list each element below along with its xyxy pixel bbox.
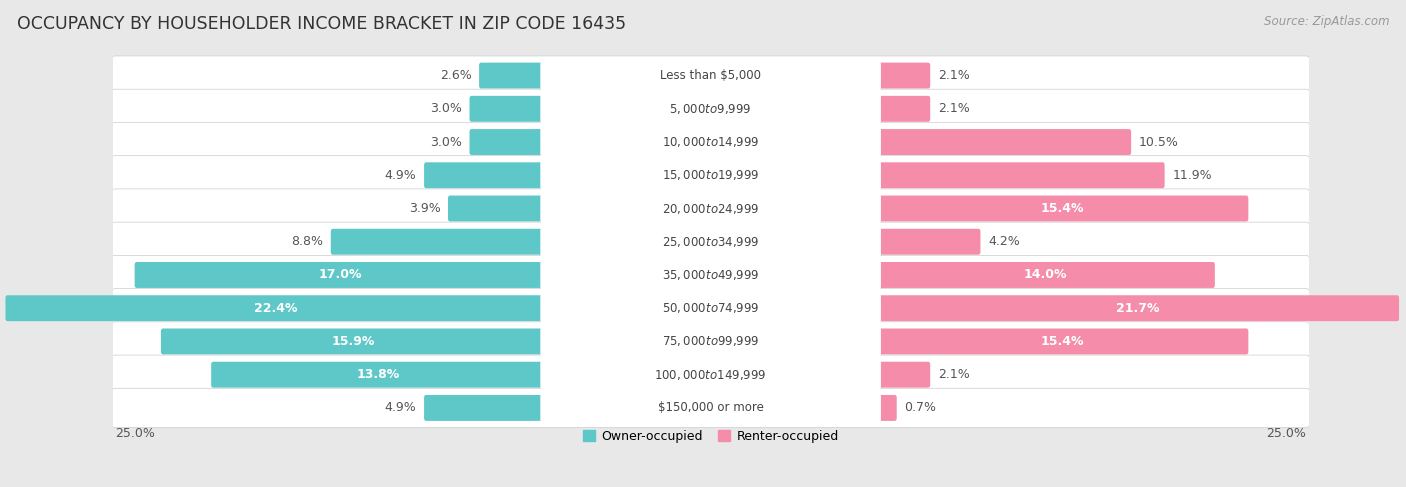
FancyBboxPatch shape [330,229,546,255]
Text: 15.4%: 15.4% [1040,202,1084,215]
Text: 3.0%: 3.0% [430,102,461,115]
Text: 2.1%: 2.1% [938,368,970,381]
FancyBboxPatch shape [540,127,882,157]
FancyBboxPatch shape [111,388,1310,428]
Text: $10,000 to $14,999: $10,000 to $14,999 [662,135,759,149]
Text: $20,000 to $24,999: $20,000 to $24,999 [662,202,759,216]
FancyBboxPatch shape [540,193,882,224]
FancyBboxPatch shape [111,322,1310,361]
FancyBboxPatch shape [540,359,882,390]
Text: 25.0%: 25.0% [1267,427,1306,440]
FancyBboxPatch shape [160,329,546,355]
FancyBboxPatch shape [540,226,882,257]
FancyBboxPatch shape [876,96,931,122]
Text: 11.9%: 11.9% [1173,169,1212,182]
FancyBboxPatch shape [540,160,882,190]
Text: $150,000 or more: $150,000 or more [658,401,763,414]
Text: 22.4%: 22.4% [253,302,297,315]
Text: $35,000 to $49,999: $35,000 to $49,999 [662,268,759,282]
Text: 4.2%: 4.2% [988,235,1019,248]
FancyBboxPatch shape [876,262,1215,288]
FancyBboxPatch shape [876,162,1164,188]
FancyBboxPatch shape [876,362,931,388]
FancyBboxPatch shape [111,156,1310,195]
Text: $15,000 to $19,999: $15,000 to $19,999 [662,169,759,182]
Text: 21.7%: 21.7% [1116,302,1160,315]
Text: 3.9%: 3.9% [409,202,440,215]
Text: 25.0%: 25.0% [115,427,155,440]
Text: 15.4%: 15.4% [1040,335,1084,348]
Legend: Owner-occupied, Renter-occupied: Owner-occupied, Renter-occupied [578,425,844,448]
FancyBboxPatch shape [111,189,1310,228]
Text: 17.0%: 17.0% [318,268,361,281]
FancyBboxPatch shape [135,262,546,288]
Text: 2.1%: 2.1% [938,102,970,115]
Text: 15.9%: 15.9% [332,335,375,348]
Text: 0.7%: 0.7% [904,401,936,414]
FancyBboxPatch shape [111,222,1310,262]
FancyBboxPatch shape [6,295,546,321]
FancyBboxPatch shape [540,94,882,124]
FancyBboxPatch shape [540,260,882,290]
FancyBboxPatch shape [111,122,1310,162]
Text: 2.1%: 2.1% [938,69,970,82]
FancyBboxPatch shape [111,89,1310,129]
Text: 10.5%: 10.5% [1139,135,1178,149]
Text: 4.9%: 4.9% [385,401,416,414]
Text: 8.8%: 8.8% [291,235,323,248]
Text: $25,000 to $34,999: $25,000 to $34,999 [662,235,759,249]
Text: $100,000 to $149,999: $100,000 to $149,999 [654,368,766,382]
Text: OCCUPANCY BY HOUSEHOLDER INCOME BRACKET IN ZIP CODE 16435: OCCUPANCY BY HOUSEHOLDER INCOME BRACKET … [17,15,626,33]
FancyBboxPatch shape [540,393,882,423]
FancyBboxPatch shape [540,326,882,357]
FancyBboxPatch shape [211,362,546,388]
FancyBboxPatch shape [449,196,546,222]
Text: Source: ZipAtlas.com: Source: ZipAtlas.com [1264,15,1389,28]
Text: 14.0%: 14.0% [1024,268,1067,281]
FancyBboxPatch shape [111,289,1310,328]
FancyBboxPatch shape [876,63,931,89]
Text: $75,000 to $99,999: $75,000 to $99,999 [662,335,759,349]
FancyBboxPatch shape [540,293,882,323]
Text: 4.9%: 4.9% [385,169,416,182]
Text: 3.0%: 3.0% [430,135,461,149]
FancyBboxPatch shape [876,229,980,255]
FancyBboxPatch shape [111,355,1310,394]
FancyBboxPatch shape [470,96,546,122]
FancyBboxPatch shape [540,60,882,91]
FancyBboxPatch shape [479,63,546,89]
FancyBboxPatch shape [876,295,1399,321]
Text: $50,000 to $74,999: $50,000 to $74,999 [662,301,759,315]
FancyBboxPatch shape [111,255,1310,295]
Text: $5,000 to $9,999: $5,000 to $9,999 [669,102,752,116]
FancyBboxPatch shape [425,395,546,421]
FancyBboxPatch shape [876,395,897,421]
Text: Less than $5,000: Less than $5,000 [661,69,761,82]
Text: 2.6%: 2.6% [440,69,471,82]
FancyBboxPatch shape [876,196,1249,222]
FancyBboxPatch shape [111,56,1310,95]
FancyBboxPatch shape [425,162,546,188]
FancyBboxPatch shape [470,129,546,155]
Text: 13.8%: 13.8% [357,368,399,381]
FancyBboxPatch shape [876,329,1249,355]
FancyBboxPatch shape [876,129,1132,155]
